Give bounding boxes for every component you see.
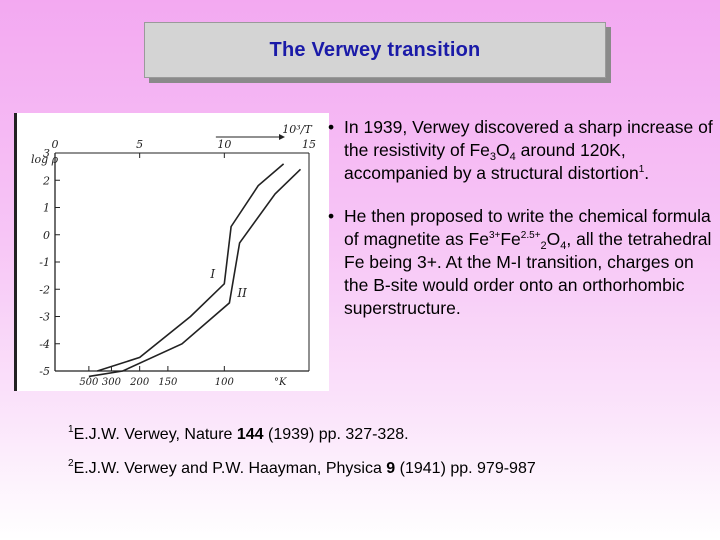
bottom-tick-label: 200	[129, 377, 150, 388]
bullet-text: , all the tetrahedral Fe being 3+. At th…	[344, 229, 712, 318]
reference-1: 1E.J.W. Verwey, Nature 144 (1939) pp. 32…	[68, 425, 536, 445]
slide-title: The Verwey transition	[269, 38, 481, 61]
reference-volume: 9	[386, 460, 396, 477]
series-label: II	[236, 286, 247, 300]
bullet-dot: •	[328, 206, 335, 226]
superscript: 2.5+	[520, 230, 541, 241]
reference-volume: 144	[236, 426, 264, 443]
reference-text: E.J.W. Verwey, Nature	[73, 426, 237, 443]
bullet-dot: •	[328, 117, 335, 137]
superscript: 3+	[488, 230, 501, 241]
bullet-list: • In 1939, Verwey discovered a sharp inc…	[326, 116, 718, 320]
y-tick-label: 3	[43, 147, 50, 160]
y-tick-label: 1	[43, 202, 50, 215]
top-axis-label: 10³/T	[282, 123, 313, 136]
top-tick-label: 0	[52, 138, 59, 151]
bottom-tick-label: 100	[215, 377, 235, 388]
bullet-charge-order: • He then proposed to write the chemical…	[326, 205, 718, 320]
subscript: 2	[540, 240, 547, 252]
bullet-text: In 1939, Verwey discovered a sharp incre…	[344, 117, 713, 160]
bullet-resistivity: • In 1939, Verwey discovered a sharp inc…	[326, 116, 718, 185]
bullet-text: He then proposed to write the chemical f…	[344, 206, 711, 249]
arrow-head-icon	[279, 134, 285, 140]
top-tick-label: 15	[302, 138, 316, 151]
bottom-tick-label: 500	[79, 377, 99, 388]
subscript: 4	[560, 240, 567, 252]
title-box: The Verwey transition	[144, 22, 606, 78]
series-label: I	[209, 267, 215, 281]
subscript: 4	[509, 151, 516, 163]
y-axis-label: log ρ	[31, 153, 59, 166]
y-tick-label: 2	[42, 174, 50, 187]
bullet-text: O	[496, 140, 510, 160]
superscript: 1	[638, 164, 645, 175]
y-tick-label: 0	[43, 229, 50, 242]
series-line-i	[97, 163, 285, 372]
y-tick-label: -3	[39, 311, 50, 324]
bottom-tick-label: 300	[102, 377, 122, 388]
bullet-text: .	[644, 163, 650, 183]
reference-number: 1	[68, 424, 74, 435]
reference-number: 2	[68, 458, 74, 469]
y-tick-label: -5	[39, 365, 50, 378]
bottom-tick-label: 150	[158, 377, 178, 388]
bullet-text: O	[546, 229, 561, 249]
bottom-axis-label: °K	[274, 377, 287, 388]
y-tick-label: -4	[39, 338, 50, 351]
top-tick-label: 5	[136, 138, 143, 151]
reference-text: (1941) pp. 979-987	[395, 460, 536, 477]
references: 1E.J.W. Verwey, Nature 144 (1939) pp. 32…	[68, 425, 536, 479]
verwey-resistivity-graph: 3 2 1 0 -1 -2 -3 -4 -5 0 5 10 15 500 300 200 150 100 log ρ…	[14, 113, 329, 391]
bullet-text: around 120K, accompanied by a structural…	[344, 140, 639, 183]
y-tick-label: -2	[39, 283, 50, 296]
bullet-text: Fe	[500, 229, 521, 249]
top-tick-label: 10	[217, 138, 231, 151]
subscript: 3	[489, 151, 497, 163]
series-line-ii	[88, 168, 302, 378]
reference-text: E.J.W. Verwey and P.W. Haayman, Physica	[73, 460, 387, 477]
reference-2: 2E.J.W. Verwey and P.W. Haayman, Physica…	[68, 459, 536, 479]
y-tick-label: -1	[39, 256, 50, 269]
reference-text: (1939) pp. 327-328.	[263, 426, 409, 443]
